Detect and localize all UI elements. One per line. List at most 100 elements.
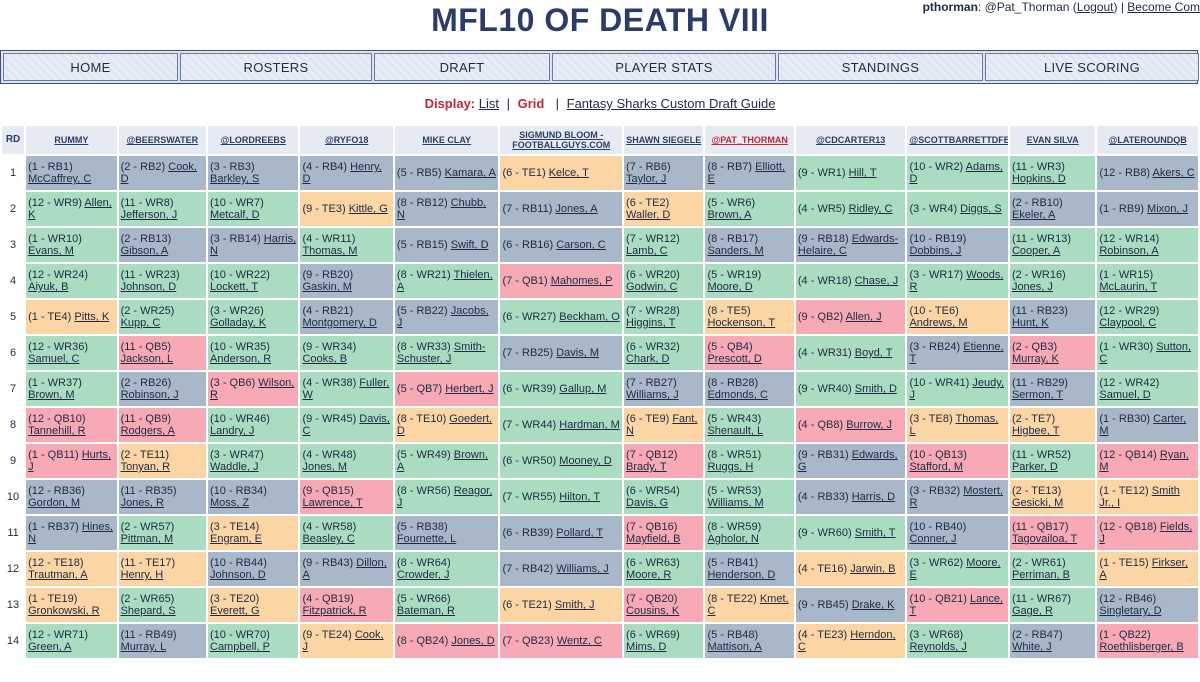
player-link[interactable]: Mixon, J [1147,203,1189,215]
player-link[interactable]: Moore, R [626,569,672,581]
player-link[interactable]: Johnson, D [120,281,177,293]
player-link[interactable]: Hurts, J [28,449,112,473]
player-link[interactable]: Hill, T [848,167,877,179]
nav-live-scoring[interactable]: LIVE SCORING [985,53,1199,81]
player-link[interactable]: Smith Jr., I [1099,485,1180,509]
player-link[interactable]: Pittman, M [120,533,174,545]
player-link[interactable]: Hopkins, D [1011,173,1066,185]
player-link[interactable]: Sutton, C [1099,341,1192,365]
player-link[interactable]: Gordon, M [28,497,81,509]
player-link[interactable]: Perriman, B [1011,569,1071,581]
player-link[interactable]: Rodgers, A [120,425,175,437]
player-link[interactable]: Harris, D [851,491,896,503]
player-link[interactable]: Boyd, T [854,347,893,359]
team-header[interactable]: @SCOTTBARRETTDFB [907,126,1008,154]
player-link[interactable]: Kupp, C [120,317,161,329]
nav-player-stats[interactable]: PLAYER STATS [552,53,776,81]
player-link[interactable]: Jackson, L [120,353,174,365]
player-link[interactable]: Murray, K [1011,353,1059,365]
player-link[interactable]: Prescott, D [707,353,762,365]
player-link[interactable]: McCaffrey, C [28,173,92,185]
player-link[interactable]: Dobbins, J [909,245,962,257]
player-link[interactable]: Mahomes, P [550,275,613,287]
player-link[interactable]: Godwin, C [626,281,678,293]
player-link[interactable]: Lockett, T [210,281,259,293]
player-link[interactable]: Henry, D [302,161,382,185]
player-link[interactable]: Goedert, D [396,413,493,437]
player-link[interactable]: Andrews, M [909,317,968,329]
player-link[interactable]: Jones, A [555,203,598,215]
player-link[interactable]: Wentz, C [556,635,602,647]
player-link[interactable]: Campbell, P [210,641,270,653]
nav-home[interactable]: HOME [3,53,178,81]
player-link[interactable]: Jarwin, B [850,563,896,575]
player-link[interactable]: Crowder, J [396,569,450,581]
player-link[interactable]: Davis, G [626,497,669,509]
player-link[interactable]: Fields, J [1099,521,1193,545]
player-link[interactable]: Anderson, R [210,353,272,365]
team-header[interactable]: EVAN SILVA [1009,126,1096,154]
player-link[interactable]: Parker, D [1011,461,1058,473]
player-link[interactable]: Fournette, L [396,533,457,545]
player-link[interactable]: Beckham, O [559,311,620,323]
player-link[interactable]: Jeudy, J [909,377,1004,401]
player-link[interactable]: Chase, J [854,275,899,287]
player-link[interactable]: Moss, Z [210,497,250,509]
player-link[interactable]: Ekeler, A [1011,209,1056,221]
player-link[interactable]: Gesicki, M [1011,497,1064,509]
player-link[interactable]: Lamb, C [626,245,668,257]
player-link[interactable]: Pitts, K [74,311,110,323]
player-link[interactable]: Dillon, A [302,557,387,581]
team-header[interactable]: MIKE CLAY [394,126,499,154]
player-link[interactable]: Gallup, M [559,383,607,395]
player-link[interactable]: Jacobs, J [396,305,489,329]
player-link[interactable]: Kmet, C [707,593,789,617]
logout-link[interactable]: Logout [1076,0,1114,14]
player-link[interactable]: Jones, R [120,497,164,509]
player-link[interactable]: Hilton, T [559,491,601,503]
player-link[interactable]: Sermon, T [1011,389,1064,401]
player-link[interactable]: Reynolds, J [909,641,967,653]
player-link[interactable]: Edwards, G [797,449,898,473]
player-link[interactable]: Burrow, J [846,419,893,431]
player-link[interactable]: Waddle, J [210,461,259,473]
player-link[interactable]: Green, A [28,641,72,653]
player-link[interactable]: Shenault, L [707,425,764,437]
player-link[interactable]: Taylor, J [626,173,667,185]
player-link[interactable]: Thielen, A [396,269,493,293]
player-link[interactable]: Hardman, M [559,419,620,431]
player-link[interactable]: Gaskin, M [302,281,352,293]
player-link[interactable]: Etienne, T [909,341,1004,365]
player-link[interactable]: McLaurin, T [1099,281,1158,293]
player-link[interactable]: Shepard, S [120,605,176,617]
player-link[interactable]: Evans, M [28,245,74,257]
player-link[interactable]: Gibson, A [120,245,169,257]
nav-standings[interactable]: STANDINGS [778,53,983,81]
nav-rosters[interactable]: ROSTERS [180,53,372,81]
player-link[interactable]: Engram, E [210,533,262,545]
player-link[interactable]: Stafford, M [909,461,964,473]
player-link[interactable]: Hockenson, T [707,317,776,329]
player-link[interactable]: Jones, J [1011,281,1053,293]
player-link[interactable]: Allen, J [845,311,882,323]
player-link[interactable]: Thomas, L [909,413,999,437]
player-link[interactable]: Herbert, J [445,383,494,395]
player-link[interactable]: Mayfield, B [626,533,681,545]
player-link[interactable]: Sanders, M [707,245,764,257]
team-header[interactable]: @BEERSWATER [118,126,206,154]
player-link[interactable]: Montgomery, D [302,317,377,329]
team-header[interactable]: SHAWN SIEGELE [624,126,704,154]
player-link[interactable]: Williams, J [556,563,609,575]
player-link[interactable]: Diggs, S [960,203,1002,215]
player-link[interactable]: Jefferson, J [120,209,178,221]
player-link[interactable]: Cousins, K [626,605,680,617]
player-link[interactable]: Brown, A [396,449,489,473]
player-link[interactable]: Johnson, D [210,569,266,581]
player-link[interactable]: Smith, D [854,383,897,395]
player-link[interactable]: Smith-Schuster, J [396,341,486,365]
player-link[interactable]: Trautman, A [28,569,88,581]
player-link[interactable]: Mattison, A [707,641,762,653]
player-link[interactable]: Reagor, J [396,485,493,509]
player-link[interactable]: Singletary, D [1099,605,1162,617]
become-commissioner-link[interactable]: Become Com [1127,0,1200,14]
